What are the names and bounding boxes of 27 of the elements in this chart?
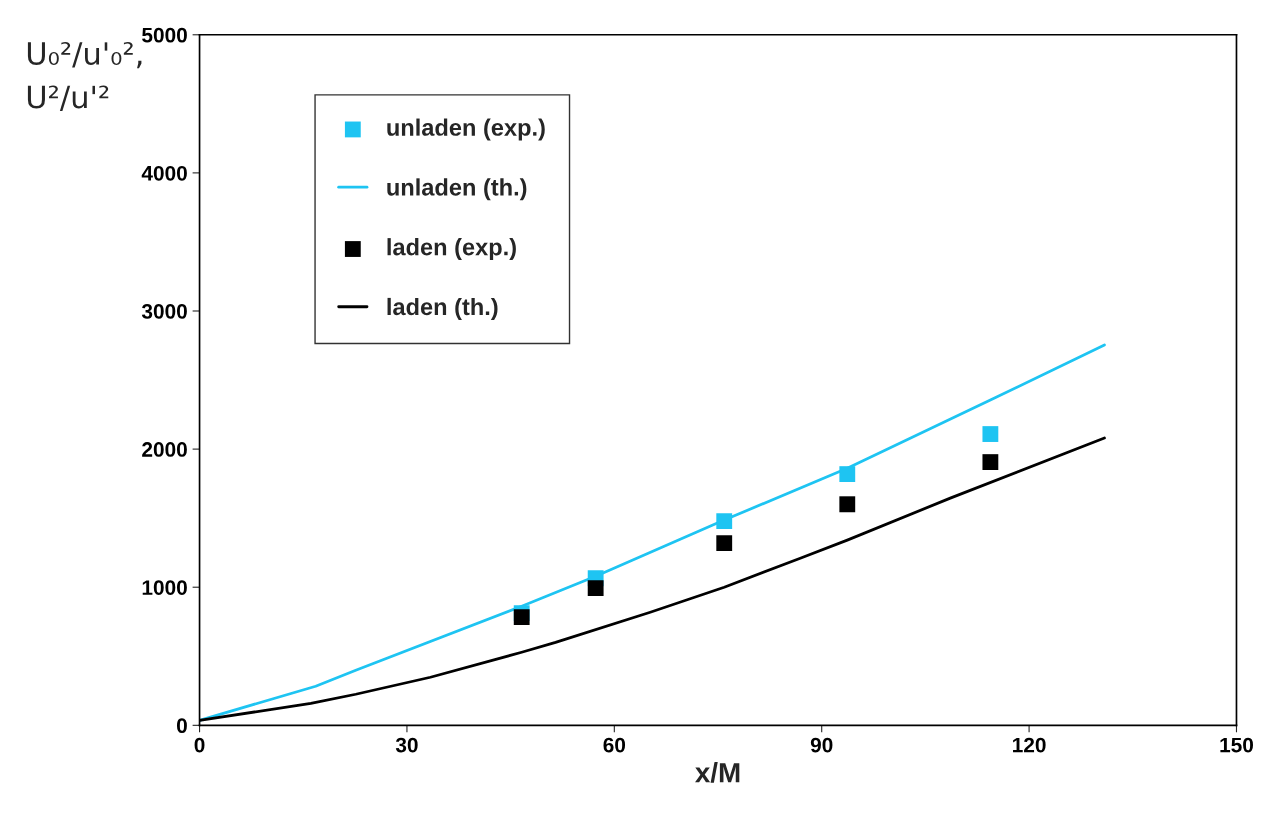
- legend-label: laden (th.): [387, 297, 498, 320]
- point: [587, 580, 604, 597]
- x-tick-label: 0: [194, 737, 205, 753]
- point: [839, 496, 856, 513]
- x-tick-label: 120: [1013, 737, 1046, 753]
- x-tick-label: 60: [603, 737, 626, 753]
- point: [716, 513, 733, 530]
- x-tick-label: 30: [395, 737, 418, 753]
- legend-label: laden (exp.): [387, 238, 516, 261]
- y-tick-label: 2000: [142, 442, 187, 457]
- point: [982, 454, 999, 471]
- x-tick-label: 90: [810, 737, 833, 753]
- point: [982, 426, 999, 442]
- y-tick-label: 1000: [142, 580, 187, 595]
- y-tick-label: 0: [176, 718, 187, 734]
- line-series: [199, 343, 1106, 722]
- legend-label: unladen (th.): [387, 178, 527, 201]
- y-axis-title: U₀²/u'₀², U²/u'²: [27, 41, 142, 111]
- point: [839, 466, 856, 483]
- legend-label: unladen (exp.): [387, 118, 545, 141]
- point: [716, 535, 733, 552]
- x-tick-label: 150: [1220, 737, 1253, 753]
- y-tick-label: 4000: [141, 165, 187, 181]
- y-tick-label: 3000: [141, 304, 187, 319]
- x-axis-title: x/M: [695, 762, 740, 783]
- y-tick-label: 5000: [142, 27, 187, 43]
- point: [513, 609, 530, 626]
